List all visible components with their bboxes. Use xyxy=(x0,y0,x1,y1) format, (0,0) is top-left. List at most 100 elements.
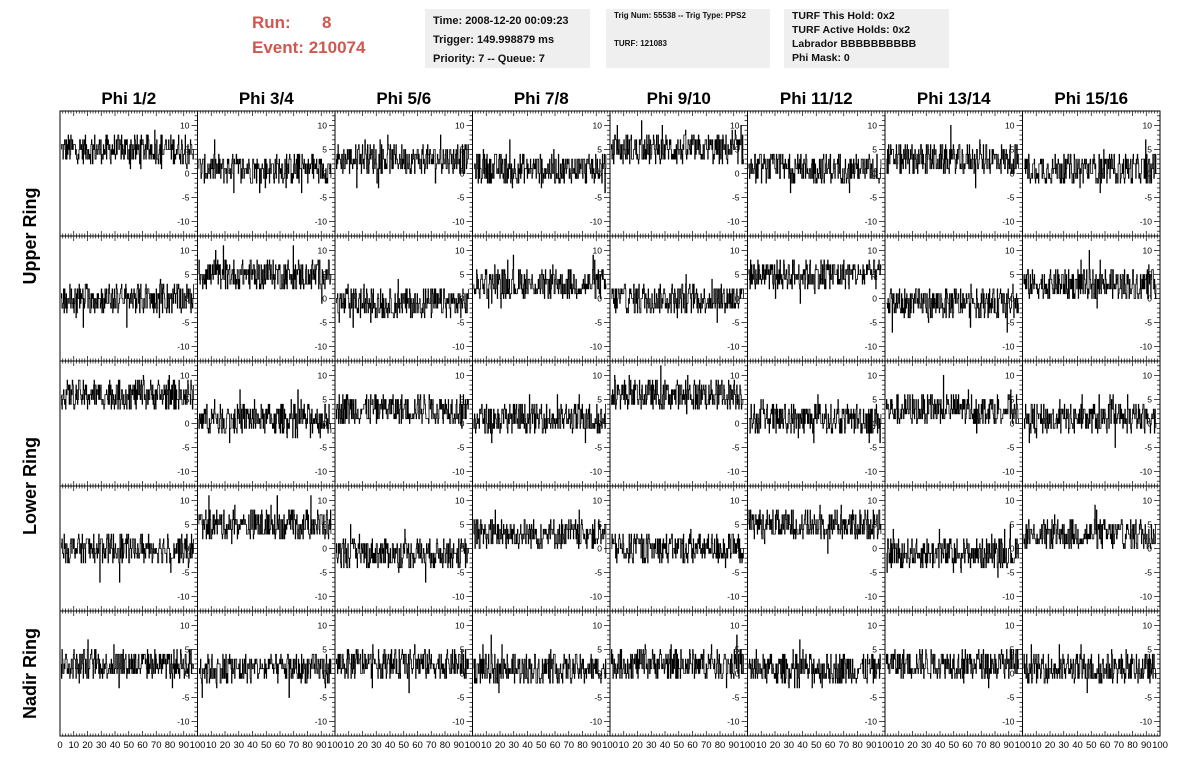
y-tick-label: 0 xyxy=(872,544,877,554)
y-tick-label: -5 xyxy=(732,443,740,453)
y-tick-label: 10 xyxy=(1143,120,1153,130)
y-tick-label: -5 xyxy=(182,318,190,328)
y-tick-label: 0 xyxy=(597,544,602,554)
y-tick-label: -10 xyxy=(177,717,190,727)
y-tick-label: -5 xyxy=(594,193,602,203)
run-label: Run: xyxy=(252,13,291,32)
y-tick-label: -5 xyxy=(1007,568,1015,578)
y-tick-label: -10 xyxy=(452,467,465,477)
y-tick-label: -5 xyxy=(182,568,190,578)
y-tick-label: 5 xyxy=(322,644,327,654)
event-line: Event: 210074 xyxy=(252,35,365,60)
waveform-trace xyxy=(473,394,606,444)
y-tick-label: -5 xyxy=(732,193,740,203)
column-header: Phi 11/12 xyxy=(780,89,853,108)
y-tick-label: 5 xyxy=(322,269,327,279)
y-tick-label: -5 xyxy=(732,568,740,578)
y-tick-label: 10 xyxy=(593,620,603,630)
y-tick-label: -10 xyxy=(315,592,328,602)
hold-text: TURF This Hold: 0x2 xyxy=(792,10,895,22)
y-tick-label: -5 xyxy=(1144,318,1152,328)
y-tick-label: -10 xyxy=(452,592,465,602)
y-tick-label: 0 xyxy=(597,294,602,304)
row-label: Lower Ring xyxy=(20,437,40,535)
y-tick-label: 5 xyxy=(460,519,465,529)
trig-info-box: Trig Num: 55538 -- Trig Type: PPS2 TURF:… xyxy=(606,9,770,68)
column-header: Phi 5/6 xyxy=(376,89,431,108)
waveform-trace xyxy=(886,524,1019,578)
y-tick-label: -10 xyxy=(177,592,190,602)
y-tick-label: 10 xyxy=(730,245,740,255)
row-label: Nadir Ring xyxy=(20,628,40,719)
y-tick-label: -5 xyxy=(869,193,877,203)
waveform-trace xyxy=(61,278,194,328)
waveform-trace xyxy=(1023,250,1157,309)
y-tick-label: -10 xyxy=(590,217,603,227)
y-tick-label: 0 xyxy=(460,169,465,179)
y-tick-label: 10 xyxy=(1143,495,1153,505)
y-tick-label: 10 xyxy=(318,120,328,130)
y-tick-label: 10 xyxy=(180,620,190,630)
y-tick-label: 10 xyxy=(868,495,878,505)
y-tick-label: 10 xyxy=(1005,245,1015,255)
y-tick-label: 10 xyxy=(455,495,465,505)
y-tick-label: 5 xyxy=(872,394,877,404)
y-tick-label: 10 xyxy=(455,620,465,630)
column-header: Phi 13/14 xyxy=(917,89,991,108)
turf-text: TURF: 121083 xyxy=(614,39,667,48)
column-header: Phi 15/16 xyxy=(1054,89,1128,108)
trigger-text: Trigger: 149.998879 ms xyxy=(433,34,555,46)
y-tick-label: 5 xyxy=(735,144,740,154)
y-tick-label: 10 xyxy=(180,120,190,130)
y-tick-label: -5 xyxy=(594,693,602,703)
waveform-trace xyxy=(748,153,882,194)
y-tick-label: -5 xyxy=(594,318,602,328)
run-value: 8 xyxy=(322,13,332,32)
y-tick-label: 10 xyxy=(180,495,190,505)
y-tick-label: -5 xyxy=(182,693,190,703)
column-header: Phi 9/10 xyxy=(647,89,711,108)
y-tick-label: -10 xyxy=(727,717,740,727)
y-tick-label: -5 xyxy=(319,693,327,703)
y-tick-label: -10 xyxy=(865,467,878,477)
labrador-text: Labrador BBBBBBBBBB xyxy=(792,38,917,50)
y-tick-label: 10 xyxy=(1005,370,1015,380)
y-tick-label: 0 xyxy=(735,419,740,429)
y-tick-label: -5 xyxy=(594,568,602,578)
waveform-trace xyxy=(886,283,1019,333)
y-tick-label: 5 xyxy=(322,519,327,529)
y-tick-label: -10 xyxy=(865,592,878,602)
y-tick-label: 0 xyxy=(322,544,327,554)
y-tick-label: 0 xyxy=(322,294,327,304)
y-tick-label: 5 xyxy=(460,269,465,279)
y-tick-label: -10 xyxy=(1002,342,1015,352)
y-tick-label: 0 xyxy=(735,669,740,679)
y-tick-label: 0 xyxy=(322,669,327,679)
waveform-trace xyxy=(336,134,469,189)
y-tick-label: 10 xyxy=(730,370,740,380)
waveform-trace xyxy=(336,278,469,328)
waveform-trace xyxy=(611,120,744,165)
y-tick-label: 10 xyxy=(318,370,328,380)
y-tick-label: -5 xyxy=(1144,443,1152,453)
y-tick-label: -5 xyxy=(319,318,327,328)
y-tick-label: -5 xyxy=(732,693,740,703)
waveform-trace xyxy=(886,375,1019,434)
y-tick-label: 0 xyxy=(460,294,465,304)
run-line: Run: 8 xyxy=(252,10,365,35)
y-tick-label: 5 xyxy=(597,394,602,404)
phi-mask-text: Phi Mask: 0 xyxy=(792,52,850,64)
waveform-trace xyxy=(198,139,332,194)
waveform-trace xyxy=(198,653,332,698)
y-tick-label: -5 xyxy=(869,568,877,578)
y-tick-label: -10 xyxy=(590,592,603,602)
y-tick-label: -10 xyxy=(315,717,328,727)
y-tick-label: -5 xyxy=(319,443,327,453)
y-tick-label: -10 xyxy=(865,217,878,227)
y-tick-label: -10 xyxy=(1002,467,1015,477)
y-tick-label: 0 xyxy=(185,294,190,304)
y-tick-label: 0 xyxy=(185,169,190,179)
active-holds-text: TURF Active Holds: 0x2 xyxy=(792,24,911,36)
column-header: Phi 3/4 xyxy=(239,89,294,108)
